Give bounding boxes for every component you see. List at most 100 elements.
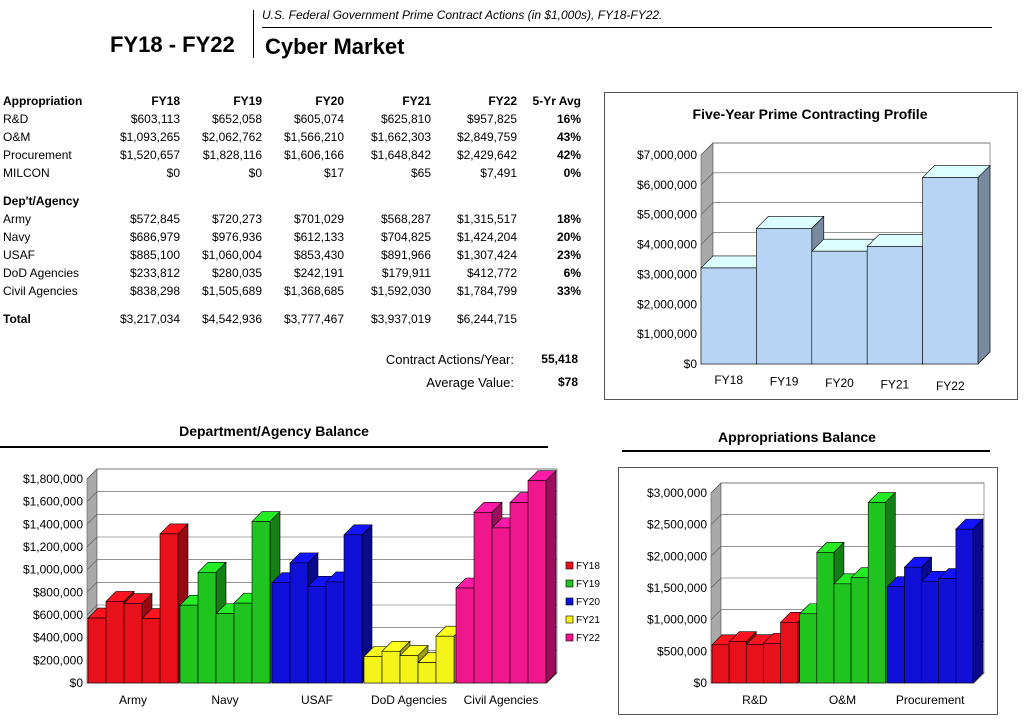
table-cell: $233,812 (129, 266, 180, 280)
total-cell: $3,937,019 (370, 312, 431, 326)
bar (271, 582, 291, 684)
table-cell: $976,936 (211, 230, 262, 244)
y-tick-label: $0 (70, 676, 84, 690)
table-cell: $280,035 (211, 266, 262, 280)
table-cell: $2,062,762 (201, 130, 262, 144)
header-title: Cyber Market (265, 34, 405, 59)
col-header: 5-Yr Avg (532, 94, 581, 108)
table-cell: $1,606,166 (283, 148, 344, 162)
y-tick-label: $3,000,000 (647, 486, 707, 500)
agency-heading: Dep't/Agency (3, 194, 80, 208)
x-tick-label: Procurement (896, 693, 965, 707)
legend-swatch (565, 579, 574, 588)
gridline (700, 172, 714, 186)
bar (527, 480, 547, 684)
table-cell: $885,100 (129, 248, 180, 262)
table-cell: $17 (323, 166, 344, 180)
y-tick-label: $6,000,000 (637, 178, 697, 192)
legend-label: FY21 (576, 615, 600, 626)
agency-chart-rule (0, 446, 548, 448)
total-cell: $4,542,936 (201, 312, 262, 326)
table-cell: $603,113 (130, 112, 180, 126)
table-row: Civil Agencies $838,298 $1,505,689 $1,36… (3, 282, 581, 300)
table-cell: $652,058 (211, 112, 262, 126)
contract-actions-label: Contract Actions/Year: (385, 352, 514, 367)
gridline (710, 514, 722, 525)
x-tick-label: FY21 (881, 378, 910, 392)
table-cell: $0 (248, 166, 262, 180)
table-cell: $1,093,265 (119, 130, 180, 144)
y-tick-label: $0 (694, 676, 708, 690)
table-row: Army $572,845 $720,273 $701,029 $568,287… (3, 210, 581, 228)
table-cell: $612,133 (293, 230, 344, 244)
table-cell: $891,966 (380, 248, 431, 262)
gridline (710, 609, 722, 620)
gridline (86, 604, 98, 616)
table-cell: $412,772 (466, 266, 517, 280)
bar-side (972, 518, 984, 684)
table-cell: $65 (410, 166, 431, 180)
avg-cell: 6% (563, 266, 581, 280)
legend-label: FY19 (576, 579, 600, 590)
y-tick-label: $1,000,000 (23, 563, 83, 577)
header-years: FY18 - FY22 (110, 32, 235, 57)
bar (728, 641, 747, 684)
table-cell: $1,662,303 (370, 130, 431, 144)
gridline (710, 577, 722, 589)
table-cell: $0 (166, 166, 180, 180)
bar (491, 527, 511, 684)
bar (141, 618, 161, 684)
row-label: O&M (3, 130, 31, 144)
bar (799, 613, 818, 684)
gridline (86, 536, 98, 548)
table-cell: $957,825 (466, 112, 517, 126)
bar (233, 602, 253, 684)
table-cell: $1,315,517 (456, 212, 517, 226)
col-header: FY21 (402, 94, 431, 108)
bar (159, 533, 179, 684)
bar (756, 228, 813, 365)
bar (343, 534, 363, 684)
bar (381, 650, 401, 684)
profile-chart: $0 $1,000,000 $2,000,000 $3,000,000 $4,000,0… (637, 142, 991, 393)
table-cell: $605,074 (293, 112, 344, 126)
legend-label: FY22 (576, 633, 600, 644)
table-cell: $1,505,689 (201, 284, 262, 298)
bar (123, 603, 143, 684)
avg-cell: 0% (563, 166, 581, 180)
y-tick-label: $500,000 (657, 644, 707, 658)
table-cell: $2,429,642 (456, 148, 517, 162)
legend-swatch (565, 561, 574, 570)
y-tick-label: $1,400,000 (23, 517, 83, 531)
bar-side (977, 164, 991, 365)
row-label: Procurement (3, 148, 72, 162)
bar (455, 587, 475, 684)
header-rule (262, 27, 992, 28)
bar (509, 502, 529, 684)
avg-cell: 18% (556, 212, 581, 226)
gridline (710, 482, 722, 494)
bar (399, 655, 419, 684)
bar (816, 552, 835, 684)
agency-chart-title: Department/Agency Balance (179, 423, 369, 439)
bar-side (545, 469, 557, 684)
table-cell: $838,298 (129, 284, 180, 298)
y-tick-label: $400,000 (33, 631, 83, 645)
gridline (86, 491, 98, 502)
col-header: FY20 (315, 94, 344, 108)
y-tick-label: $200,000 (33, 653, 83, 667)
x-tick-label: FY19 (770, 375, 799, 389)
total-cell: $6,244,715 (456, 312, 517, 326)
bar (780, 622, 798, 684)
table-cell: $1,060,004 (201, 248, 262, 262)
avg-cell: 23% (556, 248, 581, 262)
bar (325, 581, 345, 684)
agency-header-row: Dep't/Agency (3, 192, 581, 210)
y-tick-label: $3,000,000 (637, 267, 697, 281)
bar (417, 662, 437, 684)
financial-table: Appropriation FY18 FY19 FY20 FY21 FY22 5… (3, 92, 581, 328)
x-tick-label: Civil Agencies (464, 693, 539, 707)
appropriation-heading: Appropriation (3, 94, 83, 108)
bar (867, 502, 886, 684)
header-subtitle: U.S. Federal Government Prime Contract A… (262, 8, 663, 22)
